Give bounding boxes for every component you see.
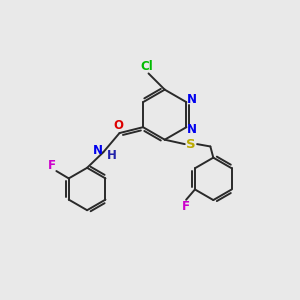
Text: N: N	[93, 144, 103, 157]
Text: N: N	[187, 93, 197, 106]
Text: H: H	[106, 149, 116, 162]
Text: O: O	[113, 119, 123, 132]
Text: F: F	[48, 159, 56, 172]
Text: Cl: Cl	[141, 61, 153, 74]
Text: S: S	[186, 138, 196, 151]
Text: F: F	[182, 200, 190, 213]
Text: N: N	[187, 123, 197, 136]
